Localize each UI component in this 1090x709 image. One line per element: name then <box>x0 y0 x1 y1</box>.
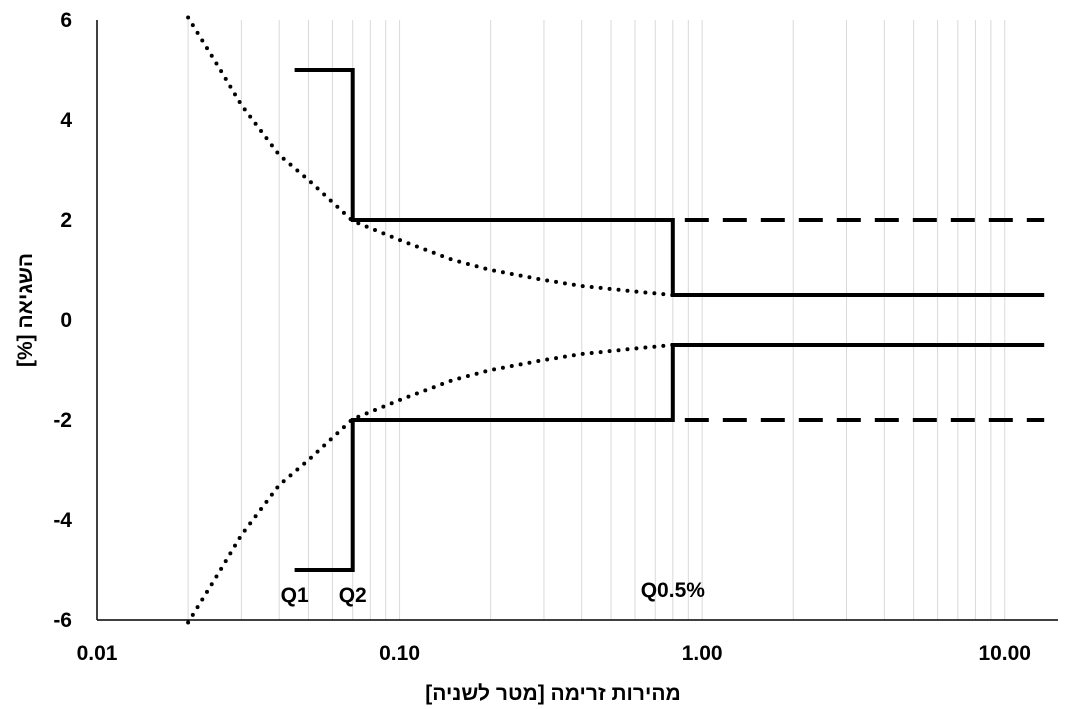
x-tick-label: 0.10 <box>379 642 420 665</box>
annotation-label: Q0.5% <box>641 579 706 602</box>
series-line-dotted <box>186 343 675 625</box>
x-axis-title: מהירות זרימה [מטר לשניה] <box>425 682 681 705</box>
series-line-dotted <box>186 15 675 297</box>
series-line-solid <box>294 68 1045 297</box>
y-tick-label: -6 <box>53 609 72 632</box>
y-tick-label: -2 <box>53 409 72 432</box>
x-tick-label: 0.01 <box>77 642 118 665</box>
y-tick-label: 0 <box>60 309 72 332</box>
series-line-solid <box>294 343 1045 572</box>
tick-labels: 6 4 2 0 -2 -4 -60.01 0.10 1.00 10.00 <box>53 9 1031 665</box>
annotation-label: Q2 <box>339 584 367 607</box>
x-tick-label: 1.00 <box>682 642 723 665</box>
annotations: Q1 Q2 Q0.5% <box>281 579 706 607</box>
y-tick-label: 4 <box>60 109 72 132</box>
y-tick-label: 6 <box>60 9 72 32</box>
y-tick-label: 2 <box>60 209 72 232</box>
annotation-label: Q1 <box>281 584 309 607</box>
axes <box>96 20 1058 621</box>
x-tick-label: 10.00 <box>978 642 1031 665</box>
series-lines <box>186 15 1045 625</box>
y-tick-label: -4 <box>53 509 72 532</box>
y-axis-title: השגיאה [%] <box>14 253 37 367</box>
grid-lines <box>96 20 1006 620</box>
